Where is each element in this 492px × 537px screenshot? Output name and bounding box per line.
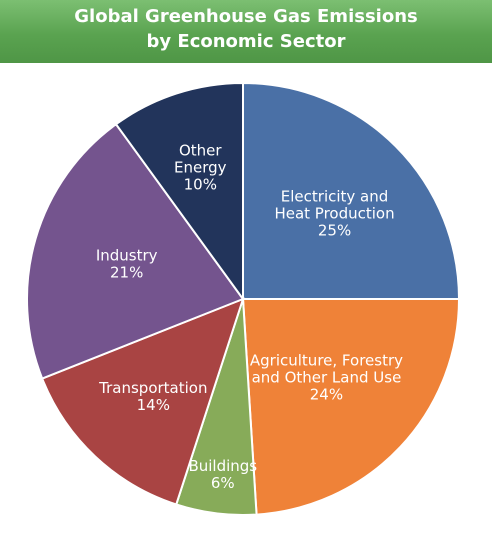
slice-category-label: Electricity and — [281, 187, 389, 205]
slice-value-label: 21% — [110, 264, 143, 282]
slice-category-label: Industry — [96, 247, 158, 265]
slice-category-label: Heat Production — [274, 204, 394, 222]
slice-value-label: 14% — [137, 396, 170, 414]
pie-slice — [114, 81, 244, 303]
slice-category-label: Energy — [174, 159, 227, 177]
slice-category-label: and Other Land Use — [252, 368, 402, 386]
slice-category-label: Buildings — [188, 457, 257, 475]
chart-title-banner: Global Greenhouse Gas Emissions by Econo… — [0, 0, 492, 63]
slice-value-label: 6% — [211, 474, 235, 492]
slice-value-label: 24% — [310, 385, 343, 403]
pie-slice — [40, 297, 245, 506]
chart-title-line-1: Global Greenhouse Gas Emissions — [74, 6, 418, 27]
slice-value-label: 25% — [318, 221, 351, 239]
slice-category-label: Other — [179, 142, 222, 160]
chart-title-line-2: by Economic Sector — [146, 31, 346, 52]
slice-category-label: Agriculture, Forestry — [250, 351, 403, 369]
slice-category-label: Transportation — [98, 379, 207, 397]
pie-slice — [241, 298, 461, 516]
pie-slice — [242, 81, 461, 300]
pie-slice — [26, 122, 245, 380]
pie-chart-area: Electricity and Heat Production 25% Agricul… — [0, 63, 492, 537]
slice-value-label: 10% — [184, 176, 217, 194]
